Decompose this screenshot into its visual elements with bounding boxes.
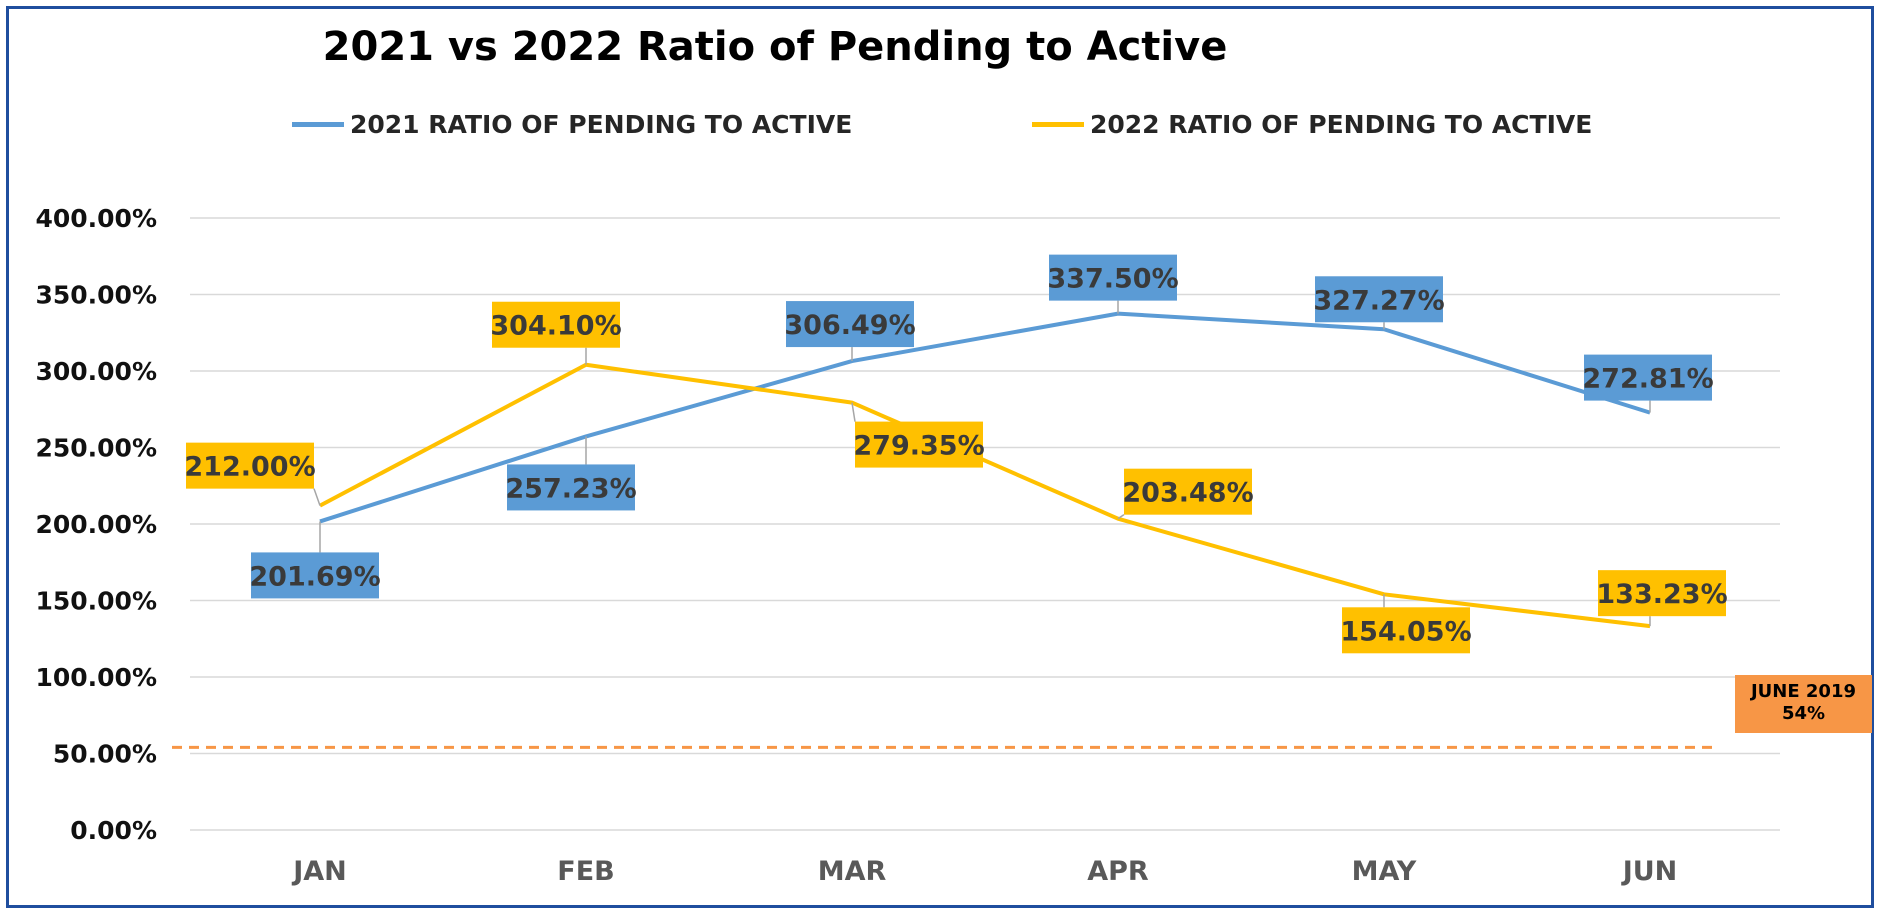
y-tick-label-2: 100.00%	[35, 663, 157, 692]
legend-swatch-2021	[292, 122, 344, 127]
data-label-1-1: 304.10%	[490, 311, 621, 342]
reference-line-label: JUNE 2019 54%	[1735, 675, 1872, 733]
series-line-1	[319, 362, 1651, 629]
data-label-box-0-0	[251, 552, 379, 599]
data-label-0-0: 201.69%	[249, 561, 380, 592]
y-tick-label-5: 250.00%	[35, 434, 157, 463]
y-tick-label-3: 150.00%	[35, 587, 157, 616]
data-label-box-1-4	[1342, 607, 1470, 654]
data-label-box-0-3	[1049, 254, 1177, 301]
legend-label-2022: 2022 RATIO OF PENDING TO ACTIVE	[1090, 110, 1593, 139]
data-label-1-2: 279.35%	[853, 431, 984, 462]
x-tick-label-2: MAR	[818, 856, 887, 887]
x-tick-label-1: FEB	[557, 856, 614, 887]
data-label-1-3: 203.48%	[1122, 478, 1253, 509]
reference-label-line2: 54%	[1781, 703, 1826, 724]
y-tick-label-7: 350.00%	[35, 281, 157, 310]
data-label-box-0-4	[1315, 276, 1443, 323]
data-label-leader-1-0	[313, 488, 321, 506]
x-tick-label-3: APR	[1087, 856, 1149, 887]
y-tick-label-1: 50.00%	[53, 740, 157, 769]
data-label-1-0: 212.00%	[184, 452, 315, 483]
x-tick-label-4: MAY	[1352, 856, 1417, 887]
chart-title: 2021 vs 2022 Ratio of Pending to Active	[322, 24, 1228, 70]
y-tick-label-8: 400.00%	[35, 204, 157, 233]
x-tick-label-5: JUN	[1621, 856, 1678, 887]
legend-label-2021: 2021 RATIO OF PENDING TO ACTIVE	[350, 110, 853, 139]
legend-swatch-2022	[1032, 122, 1084, 127]
legend-item-2022: 2022 RATIO OF PENDING TO ACTIVE	[1032, 110, 1592, 139]
data-label-1-4: 154.05%	[1340, 616, 1471, 647]
data-label-box-1-1	[492, 301, 620, 348]
data-label-box-1-2	[855, 421, 983, 468]
y-tick-label-4: 200.00%	[35, 510, 157, 539]
y-tick-label-0: 0.00%	[70, 816, 157, 845]
data-label-0-4: 327.27%	[1313, 285, 1444, 316]
data-label-0-2: 306.49%	[784, 310, 915, 341]
data-label-0-3: 337.50%	[1047, 264, 1178, 295]
data-label-leader-1-2	[851, 402, 856, 422]
data-label-box-0-5	[1584, 354, 1712, 401]
data-label-1-5: 133.23%	[1596, 579, 1727, 610]
data-label-box-1-3	[1124, 468, 1252, 515]
data-label-box-1-5	[1598, 570, 1726, 617]
data-label-box-1-0	[186, 442, 314, 489]
reference-label-line1: JUNE 2019	[1750, 681, 1857, 702]
data-label-box-0-1	[507, 464, 635, 511]
data-label-leader-1-3	[1117, 514, 1125, 520]
y-tick-label-6: 300.00%	[35, 357, 157, 386]
data-label-box-0-2	[786, 301, 914, 348]
series-line-0	[319, 311, 1651, 524]
x-tick-label-0: JAN	[291, 856, 347, 887]
data-label-0-5: 272.81%	[1582, 364, 1713, 395]
legend-item-2021: 2021 RATIO OF PENDING TO ACTIVE	[292, 110, 852, 139]
data-label-0-1: 257.23%	[505, 473, 636, 504]
